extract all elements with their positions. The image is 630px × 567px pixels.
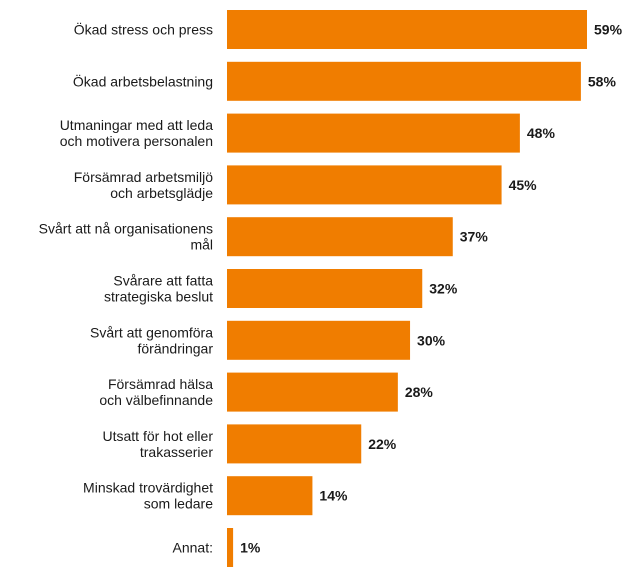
- bar: [227, 217, 453, 257]
- bar: [227, 165, 502, 205]
- category-label-line: mål: [190, 237, 213, 253]
- bar: [227, 528, 234, 567]
- bar: [227, 372, 398, 412]
- category-label-line: Svårt att nå organisationens: [39, 221, 213, 237]
- value-label: 58%: [588, 73, 617, 89]
- category-label-line: Ökad arbetsbelastning: [73, 72, 213, 89]
- category-label: Ökad stress och press: [74, 21, 213, 38]
- category-label: Annat:: [173, 540, 213, 556]
- category-label-line: trakasserier: [140, 444, 213, 460]
- category-label-line: och motivera personalen: [60, 133, 213, 149]
- value-label: 30%: [417, 332, 446, 348]
- value-label: 14%: [319, 488, 348, 504]
- category-label: Försämrad arbetsmiljö och arbetsglädje: [74, 169, 213, 201]
- category-label: Ökad arbetsbelastning: [73, 72, 213, 89]
- category-label-line: förändringar: [138, 340, 214, 356]
- category-label-line: Annat:: [173, 540, 213, 556]
- value-label: 37%: [460, 229, 489, 245]
- category-label: Svårt att genomföra förändringar: [90, 324, 213, 356]
- category-label-line: Svårt att genomföra: [90, 324, 213, 340]
- category-label-line: Minskad trovärdighet: [83, 480, 213, 496]
- bar: [227, 269, 423, 308]
- bar: [227, 61, 581, 101]
- category-label-line: Utsatt för hot eller: [103, 428, 214, 444]
- bar: [227, 424, 362, 464]
- bar: [227, 113, 520, 153]
- value-label: 45%: [509, 177, 538, 193]
- value-label: 59%: [594, 22, 623, 38]
- category-label: Minskad trovärdighet som ledare: [83, 480, 213, 512]
- category-label-line: Utmaningar med att leda: [60, 117, 214, 133]
- category-label-line: Försämrad arbetsmiljö: [74, 169, 213, 185]
- category-label-line: och välbefinnande: [99, 392, 213, 408]
- category-label: Svårare att fatta strategiska beslut: [104, 273, 213, 305]
- category-label: Försämrad hälsa och välbefinnande: [99, 376, 213, 408]
- category-label-line: som ledare: [144, 496, 213, 512]
- value-label: 28%: [405, 384, 434, 400]
- category-label: Utsatt för hot eller trakasserier: [103, 428, 214, 460]
- bar: [227, 476, 313, 516]
- category-label-line: och arbetsglädje: [110, 185, 213, 201]
- category-label: Svårt att nå organisationens mål: [39, 221, 213, 253]
- bar: [227, 10, 587, 49]
- value-label: 48%: [527, 125, 556, 141]
- category-label-line: Svårare att fatta: [113, 273, 213, 289]
- category-label-line: Ökad stress och press: [74, 21, 213, 38]
- bar: [227, 320, 411, 360]
- value-label: 1%: [240, 540, 261, 556]
- value-label: 32%: [429, 281, 458, 297]
- category-label-line: strategiska beslut: [104, 289, 213, 305]
- value-label: 22%: [368, 436, 397, 452]
- category-label-line: Försämrad hälsa: [108, 376, 213, 392]
- category-label: Utmaningar med att leda och motivera pers…: [60, 117, 214, 149]
